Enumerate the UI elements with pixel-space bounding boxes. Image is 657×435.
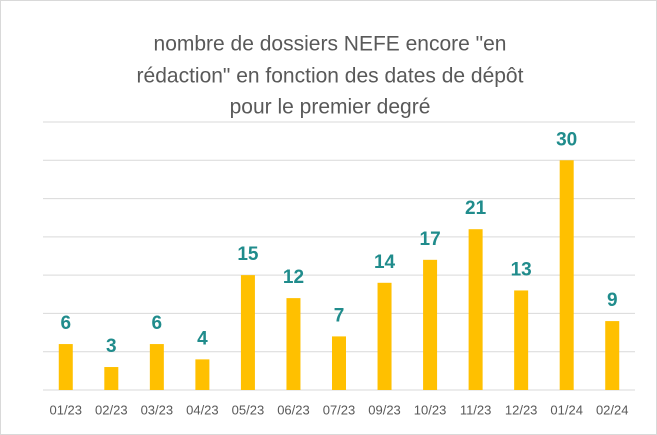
bar (514, 290, 529, 390)
data-label: 30 (556, 129, 577, 150)
data-label: 7 (334, 305, 345, 326)
x-tick-label: 12/23 (505, 402, 538, 417)
x-tick-label: 11/23 (460, 402, 492, 417)
bar (286, 298, 301, 390)
x-tick-label: 05/23 (232, 402, 265, 417)
bar (605, 321, 620, 390)
bar (240, 275, 255, 390)
bar (332, 336, 346, 390)
x-tick-label: 06/23 (277, 402, 310, 417)
bar (149, 344, 164, 390)
x-tick-label: 09/23 (368, 402, 401, 417)
bar (104, 367, 119, 390)
bar (559, 160, 574, 390)
data-label: 3 (106, 336, 117, 357)
bar (58, 344, 73, 390)
chart-title: nombre de dossiers NEFE encore "en (154, 33, 507, 56)
x-tick-label: 04/23 (186, 402, 219, 417)
x-tick-label: 02/23 (95, 402, 128, 417)
x-tick-label: 01/24 (550, 402, 583, 417)
bar (423, 259, 438, 390)
bar (468, 229, 483, 390)
x-tick-label: 07/23 (323, 402, 356, 417)
data-label: 17 (420, 229, 441, 250)
x-tick-label: 01/23 (49, 402, 82, 417)
chart-title: pour le premier degré (230, 96, 431, 119)
data-label: 6 (152, 313, 163, 334)
data-label: 12 (283, 267, 304, 288)
chart-title: rédaction" en fonction des dates de dépô… (137, 65, 524, 88)
data-label: 6 (60, 313, 71, 334)
data-label: 9 (607, 290, 618, 311)
data-label: 13 (511, 259, 532, 280)
x-tick-label: 02/24 (596, 402, 629, 417)
x-tick-label: 03/23 (141, 402, 174, 417)
data-label: 14 (374, 252, 396, 273)
x-tick-label: 10/23 (414, 402, 447, 417)
data-label: 15 (237, 244, 259, 265)
bar (377, 282, 392, 390)
data-label: 21 (465, 198, 487, 219)
bar (195, 359, 210, 390)
data-label: 4 (197, 328, 208, 349)
